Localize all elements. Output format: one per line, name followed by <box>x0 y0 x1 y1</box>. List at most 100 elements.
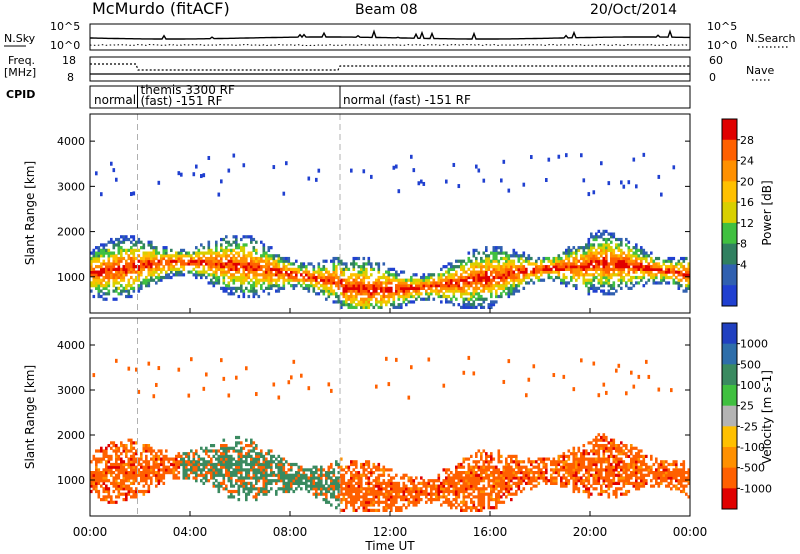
echo-cell <box>295 479 298 483</box>
echo-cell <box>622 265 626 269</box>
echo-cell <box>295 259 298 263</box>
echo-cell <box>505 286 508 290</box>
echo-cell <box>605 248 608 252</box>
echo-cell <box>332 259 336 263</box>
echo-cell <box>267 259 271 263</box>
echo-cell <box>345 487 348 491</box>
echo-cell <box>365 275 368 280</box>
echo-cell <box>217 460 221 464</box>
echo-cell <box>635 246 638 250</box>
echo-cell <box>515 476 518 480</box>
echo-cell <box>235 278 238 282</box>
echo-cell <box>245 262 248 266</box>
echo-cell <box>642 267 646 271</box>
echo-cell <box>557 460 561 464</box>
echo-cell <box>595 476 598 480</box>
echo-cell <box>467 473 471 477</box>
echo-cell <box>620 240 623 244</box>
echo-cell <box>522 265 526 269</box>
echo-cell <box>327 294 331 299</box>
echo-cell <box>250 481 253 485</box>
echo-cell <box>235 267 238 271</box>
echo-cell <box>630 286 633 290</box>
echo-cell <box>672 270 676 274</box>
echo-cell <box>257 489 261 494</box>
echo-cell <box>665 265 668 269</box>
echo-cell <box>220 468 223 472</box>
echo-cell <box>642 273 646 277</box>
echo-cell <box>90 471 93 475</box>
echo-cell <box>230 476 233 480</box>
echo-cell <box>367 300 371 304</box>
echo-cell <box>102 495 106 499</box>
echo-cell <box>442 278 446 282</box>
echo-cell <box>302 476 306 480</box>
echo-cell <box>337 465 341 469</box>
echo-cell <box>312 265 316 269</box>
echo-cell <box>380 489 383 494</box>
echo-cell <box>270 278 273 282</box>
echo-cell <box>215 479 218 483</box>
echo-cell <box>217 468 221 472</box>
echo-cell <box>225 487 228 491</box>
echo-cell <box>222 438 226 442</box>
echo-cell <box>657 262 661 266</box>
echo-cell <box>152 394 156 399</box>
echo-cell <box>330 289 333 293</box>
echo-cell <box>557 267 561 271</box>
echo-cell <box>115 297 118 301</box>
echo-cell <box>405 487 408 491</box>
echo-cell <box>592 243 596 247</box>
echo-cell <box>277 270 281 274</box>
echo-cell <box>472 460 476 464</box>
echo-cell <box>537 270 541 274</box>
echo-cell <box>432 281 436 285</box>
echo-cell <box>490 473 493 477</box>
echo-cell <box>510 262 513 266</box>
echo-cell <box>507 270 511 274</box>
echo-cell <box>445 284 448 288</box>
echo-cell <box>647 262 651 266</box>
echo-cell <box>277 479 281 483</box>
echo-cell <box>97 248 101 252</box>
echo-cell <box>272 254 276 258</box>
echo-cell <box>592 438 596 442</box>
echo-cell <box>157 180 161 185</box>
echo-cell <box>92 473 96 477</box>
echo-cell <box>290 284 293 288</box>
echo-cell <box>267 286 271 290</box>
echo-cell <box>242 254 246 258</box>
echo-cell <box>97 256 101 261</box>
cpid-segment-normal-fast: normal (fast) -151 RF <box>343 93 471 107</box>
echo-cell <box>295 267 298 271</box>
echo-cell <box>600 273 603 277</box>
echo-cell <box>325 297 328 301</box>
echo-cell <box>525 468 528 472</box>
echo-cell <box>532 465 536 469</box>
echo-cell <box>255 446 258 450</box>
echo-cell <box>315 278 318 282</box>
echo-cell <box>462 286 466 290</box>
echo-cell <box>270 457 273 461</box>
echo-cell <box>232 473 236 477</box>
echo-cell <box>210 254 213 258</box>
echo-cell <box>272 267 276 271</box>
echo-cell <box>522 251 526 255</box>
echo-cell <box>232 267 236 271</box>
echo-cell <box>245 254 248 258</box>
echo-cell <box>472 248 476 252</box>
echo-cell <box>162 251 166 255</box>
echo-cell <box>425 489 428 494</box>
echo-cell <box>585 265 588 269</box>
echo-cell <box>212 481 216 485</box>
echo-cell <box>457 265 461 269</box>
echo-cell <box>147 284 151 288</box>
echo-cell <box>227 281 231 285</box>
echo-cell <box>237 278 241 282</box>
echo-cell <box>317 286 321 290</box>
echo-cell <box>510 457 513 461</box>
echo-cell <box>282 468 286 472</box>
echo-cell <box>545 457 548 461</box>
echo-cell <box>277 476 281 480</box>
echo-cell <box>617 254 621 258</box>
